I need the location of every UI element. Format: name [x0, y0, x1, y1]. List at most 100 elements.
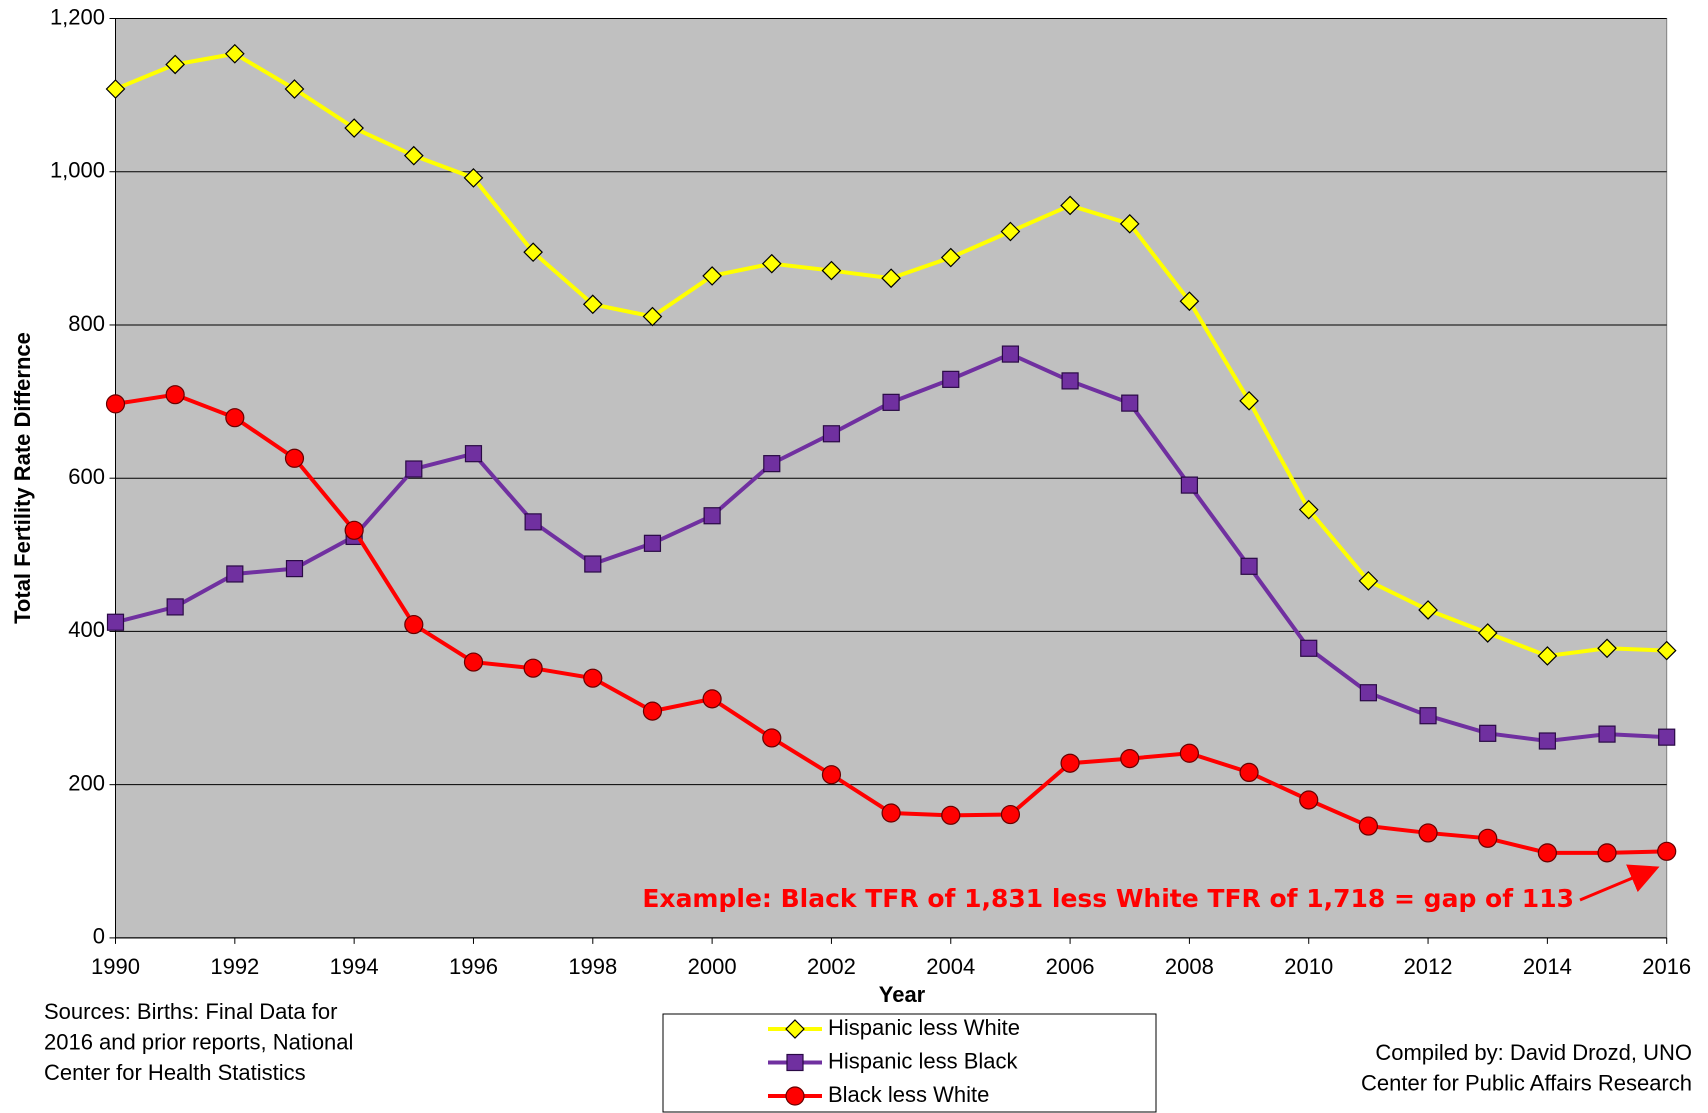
marker [1597, 843, 1617, 863]
x-tick-label: 2014 [1523, 954, 1572, 979]
marker [1060, 195, 1080, 216]
y-tick-label: 0 [93, 924, 105, 949]
marker [344, 118, 364, 138]
marker [1061, 372, 1079, 390]
legend-marker [785, 1086, 805, 1106]
marker [226, 565, 244, 583]
marker [1120, 749, 1140, 769]
marker [463, 168, 484, 188]
marker [463, 652, 484, 672]
legend-marker [786, 1053, 804, 1072]
marker [643, 534, 662, 552]
marker [1239, 390, 1259, 411]
marker [403, 145, 424, 166]
marker [1419, 707, 1437, 725]
marker [405, 460, 423, 478]
marker [702, 689, 722, 709]
x-tick-label: 2010 [1284, 954, 1333, 979]
marker [224, 43, 245, 64]
marker [1418, 600, 1438, 620]
marker [285, 560, 304, 578]
legend-label: Black less White [828, 1082, 989, 1107]
marker [1000, 221, 1021, 242]
source-note: Sources: Births: Final Data for [44, 999, 337, 1024]
y-tick-label: 800 [68, 311, 105, 336]
marker [523, 658, 543, 678]
source-note: 2016 and prior reports, National [44, 1029, 353, 1054]
marker [1359, 684, 1377, 702]
x-tick-label: 2006 [1046, 954, 1095, 979]
marker [1240, 557, 1258, 575]
marker [822, 425, 841, 443]
y-tick-label: 600 [68, 464, 105, 489]
marker [106, 613, 125, 631]
marker [165, 54, 186, 75]
marker [1477, 623, 1498, 643]
marker [524, 513, 542, 531]
marker [1658, 728, 1676, 746]
marker [882, 393, 900, 411]
marker [1418, 823, 1438, 843]
marker [583, 668, 603, 688]
marker [1121, 394, 1139, 412]
marker [881, 803, 901, 823]
marker [1358, 571, 1379, 591]
x-tick-label: 2004 [926, 954, 975, 979]
marker [881, 268, 901, 289]
marker [344, 520, 364, 540]
marker [1597, 638, 1617, 659]
marker [1001, 345, 1020, 363]
x-tick-label: 1998 [568, 954, 617, 979]
x-tick-label: 2000 [688, 954, 737, 979]
y-tick-label: 1,000 [50, 158, 105, 183]
marker [1300, 639, 1318, 657]
marker [1239, 762, 1259, 783]
credit-note: Compiled by: David Drozd, UNO [1375, 1040, 1692, 1065]
marker [1060, 753, 1080, 773]
marker [940, 247, 961, 268]
y-tick-label: 200 [68, 770, 105, 795]
marker [1537, 843, 1557, 863]
legend-box [662, 1013, 1157, 1113]
marker [703, 507, 721, 525]
marker [1479, 724, 1497, 742]
marker [1299, 790, 1319, 810]
marker [763, 455, 781, 473]
x-tick-label: 1992 [210, 954, 259, 979]
marker [1478, 828, 1498, 848]
y-tick-label: 1,200 [50, 4, 105, 29]
marker [166, 598, 184, 616]
marker [105, 394, 126, 414]
legend-marker [785, 1019, 805, 1039]
marker [761, 253, 782, 274]
x-tick-label: 2002 [807, 954, 856, 979]
source-note: Center for Health Statistics [44, 1060, 306, 1085]
marker [523, 242, 543, 263]
x-tick-label: 2016 [1642, 954, 1691, 979]
marker [165, 385, 185, 405]
marker [1538, 732, 1556, 750]
marker [642, 306, 663, 327]
marker [1179, 743, 1200, 763]
legend-label: Hispanic less Black [828, 1048, 1019, 1073]
marker [1358, 816, 1378, 836]
x-tick-label: 1996 [449, 954, 498, 979]
marker [1179, 291, 1200, 312]
marker [1656, 640, 1677, 661]
marker [821, 765, 842, 785]
marker [1000, 804, 1021, 825]
x-tick-label: 1990 [91, 954, 140, 979]
marker [642, 701, 663, 721]
annotation-arrow [1579, 864, 1660, 902]
marker [225, 408, 245, 428]
marker [284, 79, 305, 99]
marker [702, 266, 722, 286]
marker [404, 614, 424, 635]
legend-label: Hispanic less White [828, 1015, 1020, 1040]
marker [1298, 499, 1319, 520]
credit-note: Center for Public Affairs Research [1361, 1070, 1692, 1095]
marker [464, 445, 483, 463]
marker [1537, 646, 1558, 666]
marker [582, 294, 603, 315]
